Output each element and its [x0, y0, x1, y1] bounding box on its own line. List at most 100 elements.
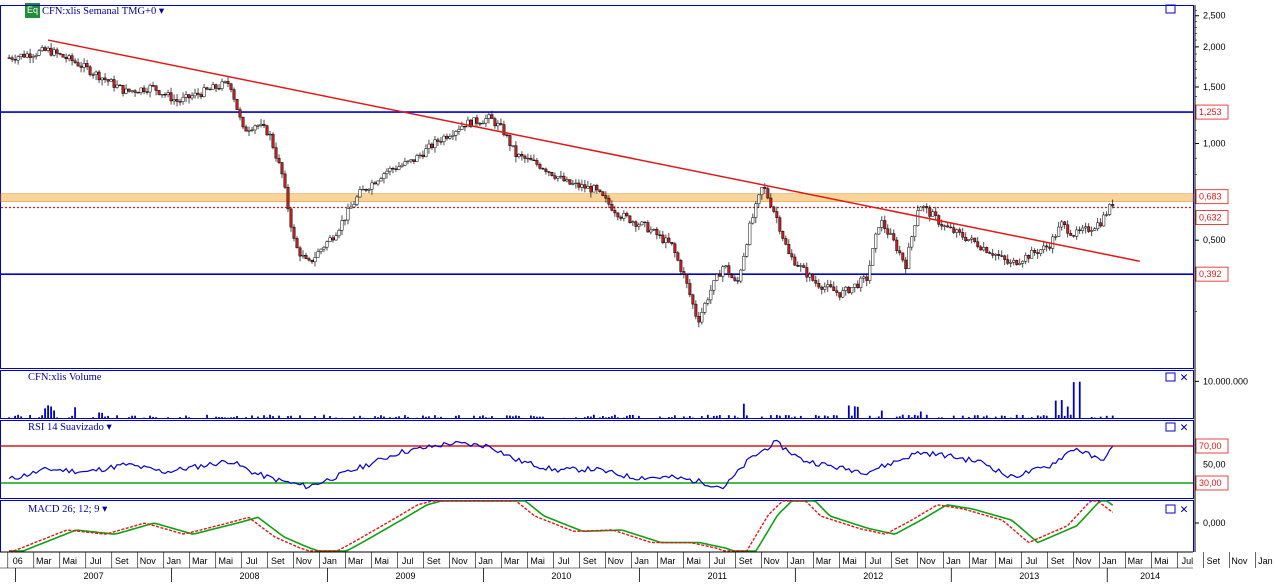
close-icon: ✕	[1180, 373, 1189, 384]
candle-body	[997, 253, 1001, 256]
volume-bar	[1021, 415, 1024, 418]
candle-body	[349, 206, 353, 209]
candle-body	[634, 221, 638, 227]
volume-bar	[712, 415, 715, 418]
volume-bar	[251, 415, 253, 418]
rsi-panel-frame	[0, 420, 1194, 499]
equity-badge[interactable]: Eq	[25, 3, 40, 18]
candle-body	[1036, 252, 1040, 254]
price-tick-label: 1,000	[1203, 139, 1226, 149]
volume-bar	[179, 417, 181, 418]
volume-bar	[74, 407, 76, 418]
volume-bar	[604, 417, 607, 418]
volume-bar	[455, 415, 457, 418]
volume-bar	[458, 415, 460, 418]
maximize-icon[interactable]	[1165, 504, 1176, 514]
candle-body	[235, 98, 239, 110]
resistance-trendline	[47, 39, 1140, 262]
month-label: Mar	[816, 556, 832, 566]
volume-bar	[769, 415, 772, 418]
candle-body	[907, 246, 911, 269]
volume-bar	[116, 415, 118, 418]
candle-body	[67, 55, 71, 60]
rsi-panel-title: RSI 14 Suavizado ▾	[28, 422, 112, 433]
candle-body	[511, 145, 515, 147]
candle-body	[601, 191, 605, 196]
volume-bar	[937, 417, 940, 418]
candle-body	[61, 54, 65, 58]
candle-body	[538, 164, 542, 169]
volume-bar	[1000, 415, 1003, 418]
volume-bar	[736, 417, 739, 418]
volume-bar	[509, 415, 511, 418]
candle-body	[685, 273, 689, 284]
candle-body	[37, 50, 41, 56]
candle-body	[616, 212, 620, 218]
volume-bar	[817, 415, 820, 418]
candle-body	[1099, 222, 1103, 227]
volume-bar	[919, 411, 922, 418]
volume-bar	[1030, 417, 1033, 418]
volume-bar	[1069, 414, 1072, 418]
candle-body	[925, 206, 929, 209]
candle-body	[751, 217, 755, 224]
candle-body	[313, 257, 317, 263]
month-label: Jul	[246, 556, 258, 566]
candle-body	[466, 119, 470, 128]
candle-body	[259, 123, 263, 126]
candle-body	[838, 292, 842, 298]
candle-body	[550, 171, 554, 176]
volume-bar	[425, 416, 427, 418]
rsi-level-badge	[1195, 438, 1229, 454]
volume-bar	[353, 416, 355, 418]
candle-body	[49, 47, 53, 56]
volume-bar	[593, 414, 595, 418]
candle-body	[1081, 227, 1085, 231]
candle-body	[1069, 233, 1073, 236]
maximize-icon[interactable]	[1165, 372, 1176, 382]
volume-bar	[985, 415, 988, 418]
volume-bar	[877, 416, 880, 418]
volume-bar	[533, 416, 535, 418]
candle-body	[643, 221, 647, 223]
candle-body	[64, 56, 68, 60]
volume-bar	[104, 416, 106, 418]
candle-body	[229, 83, 233, 90]
volume-bar	[587, 416, 589, 418]
candle-body	[301, 254, 305, 257]
volume-bar	[8, 417, 10, 418]
volume-panel-frame	[0, 370, 1194, 419]
month-label: Jul	[714, 556, 726, 566]
candle-body	[976, 241, 980, 248]
candle-body	[595, 185, 599, 191]
candle-body	[418, 154, 422, 157]
candle-body	[202, 87, 206, 97]
maximize-icon[interactable]	[1165, 4, 1176, 14]
price-panel-frame	[0, 5, 1194, 369]
candle-body	[604, 195, 608, 199]
candle-body	[877, 227, 881, 235]
candle-body	[619, 216, 623, 219]
volume-bar	[760, 416, 763, 418]
candle-body	[82, 63, 86, 68]
month-label: Mar	[660, 556, 676, 566]
candle-body	[133, 90, 137, 93]
volume-bar	[1066, 406, 1069, 418]
candle-body	[385, 170, 389, 174]
candle-body	[481, 122, 485, 125]
candle-body	[652, 229, 656, 231]
volume-bar	[299, 415, 301, 418]
candle-body	[880, 220, 884, 228]
candle-body	[277, 157, 281, 163]
candle-body	[172, 99, 176, 102]
candle-body	[859, 277, 863, 288]
candle-body	[514, 145, 518, 157]
volume-bar	[1045, 415, 1048, 418]
candle-body	[568, 179, 572, 185]
candle-body	[895, 239, 899, 251]
volume-bar	[29, 415, 31, 418]
candle-body	[226, 81, 230, 85]
volume-bar	[185, 415, 187, 418]
maximize-icon[interactable]	[1165, 422, 1176, 432]
candle-body	[766, 188, 770, 199]
